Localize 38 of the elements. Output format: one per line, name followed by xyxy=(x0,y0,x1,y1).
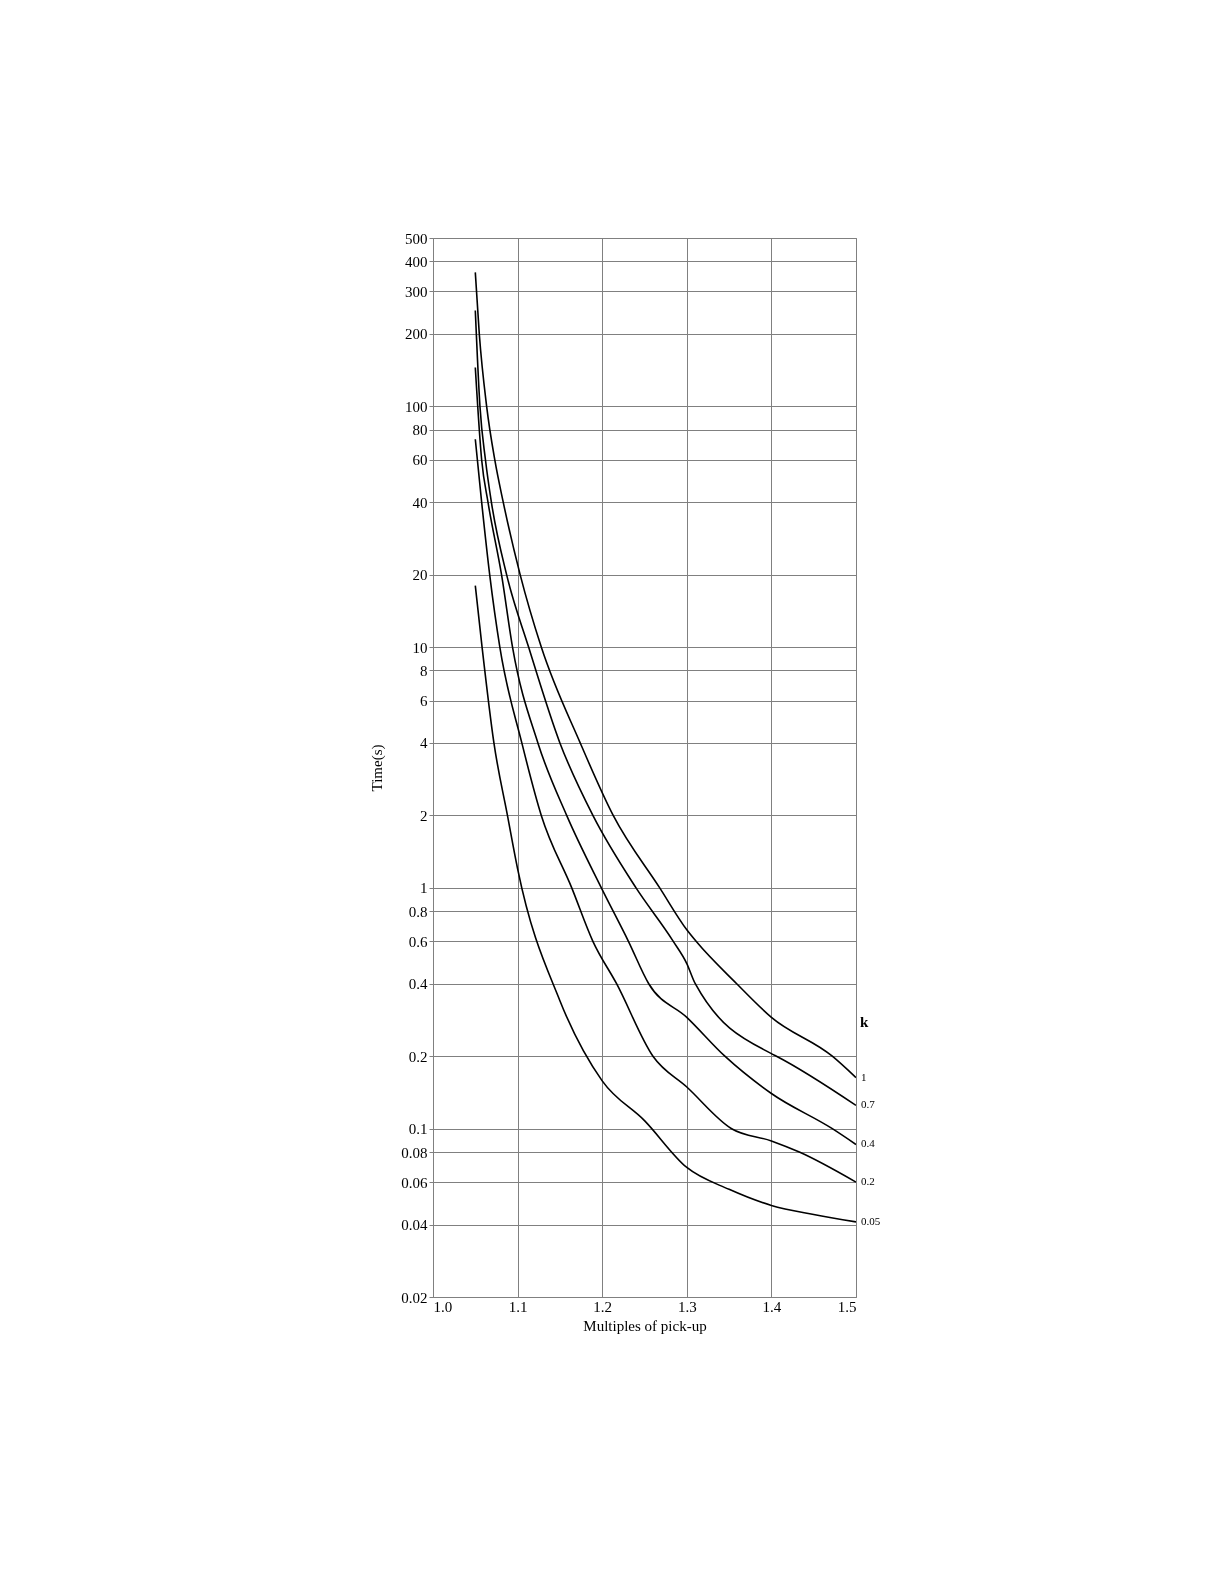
x-tick-label: 1.1 xyxy=(508,1298,528,1315)
legend-title: k xyxy=(860,1014,869,1030)
y-tick-label: 400 xyxy=(405,253,428,270)
series-label: 0.2 xyxy=(861,1175,875,1188)
series-label: 0.4 xyxy=(861,1137,876,1150)
y-tick-label: 100 xyxy=(405,398,428,415)
x-tick-label: 1.3 xyxy=(677,1298,697,1315)
y-tick-label: 80 xyxy=(412,422,428,439)
y-tick-label: 500 xyxy=(405,230,428,247)
x-tick-label: 1.2 xyxy=(593,1298,613,1315)
x-tick-label: 1.4 xyxy=(762,1298,782,1315)
y-tick-label: 20 xyxy=(412,567,428,584)
y-tick-label: 2 xyxy=(420,807,428,824)
y-tick-label: 0.2 xyxy=(408,1048,428,1065)
y-tick-label: 0.02 xyxy=(401,1289,428,1306)
series-label: 1 xyxy=(861,1070,867,1083)
series-label: 0.05 xyxy=(861,1214,881,1227)
y-tick-label: 8 xyxy=(420,662,428,679)
y-tick-label: 60 xyxy=(412,452,428,469)
y-tick-label: 4 xyxy=(420,735,428,752)
y-tick-label: 300 xyxy=(405,283,428,300)
y-tick-label: 200 xyxy=(405,326,428,343)
y-tick-label: 0.1 xyxy=(408,1121,428,1138)
y-tick-label: 6 xyxy=(420,693,428,710)
y-axis-title: Time(s) xyxy=(369,744,387,792)
y-tick-label: 0.4 xyxy=(408,976,428,993)
y-tick-label: 10 xyxy=(412,639,428,656)
y-tick-label: 0.08 xyxy=(401,1144,428,1161)
y-tick-label: 40 xyxy=(412,494,428,511)
x-axis-title: Multiples of pick-up xyxy=(583,1317,707,1334)
y-tick-label: 0.6 xyxy=(408,933,428,950)
y-tick-label: 0.8 xyxy=(408,903,428,920)
series-label: 0.7 xyxy=(861,1098,876,1111)
x-tick-label: 1.0 xyxy=(433,1298,453,1315)
y-tick-label: 0.04 xyxy=(401,1217,428,1234)
x-tick-label: 1.5 xyxy=(837,1298,857,1315)
y-tick-label: 1 xyxy=(420,880,428,897)
y-tick-label: 0.06 xyxy=(401,1174,428,1191)
